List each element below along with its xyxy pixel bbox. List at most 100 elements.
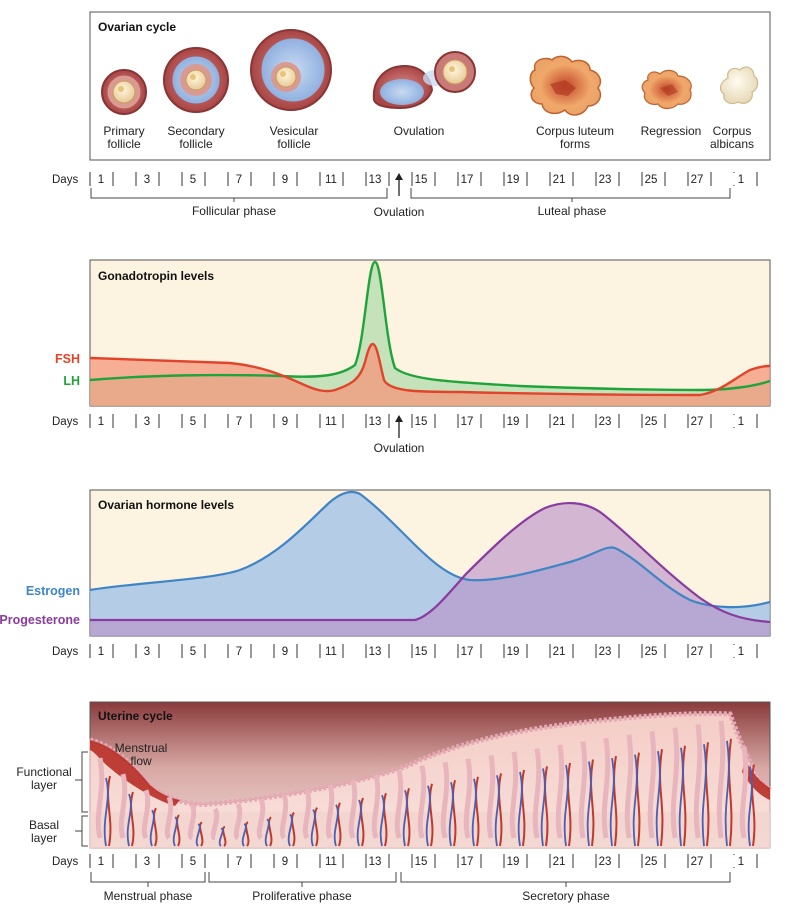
day-tick-label: 25 <box>645 646 658 658</box>
spiral-artery <box>521 769 526 847</box>
day-tick-label: 11 <box>325 856 337 868</box>
day-tick-label: 21 <box>553 174 566 186</box>
menstrual-phase-label: Menstrual phase <box>104 889 193 903</box>
day-tick-label: 3 <box>144 174 150 186</box>
ovarian-phase-brackets: Ovulation Follicular phase Luteal phase <box>90 173 731 219</box>
vein <box>678 747 684 847</box>
spiral-artery <box>406 788 411 847</box>
fsh-area <box>90 344 770 406</box>
vein <box>126 793 132 847</box>
day-tick-label: 23 <box>599 646 612 658</box>
day-tick-label: 13 <box>369 856 382 868</box>
menstrual-flow-l1: Menstrual <box>115 741 168 755</box>
gland <box>417 765 427 839</box>
estrogen-label: Estrogen <box>26 584 80 598</box>
day-tick-label: 7 <box>236 416 242 428</box>
lh-label: LH <box>63 374 80 388</box>
fsh-label: FSH <box>55 352 80 366</box>
gland <box>509 751 519 839</box>
vein <box>586 761 592 847</box>
gland <box>647 730 657 839</box>
stage-primary-l2: follicle <box>107 137 141 151</box>
vein <box>655 751 661 847</box>
gland <box>693 724 703 839</box>
ovulation-arrow-label-1: Ovulation <box>374 205 425 219</box>
day-tick-label: 23 <box>599 856 612 868</box>
gland <box>164 796 174 840</box>
day-tick-label: 13 <box>369 416 382 428</box>
spiral-artery <box>751 764 756 847</box>
day-tick-label: 21 <box>553 416 566 428</box>
spiral-artery <box>728 738 733 847</box>
gland <box>532 748 542 839</box>
fsh-line <box>89 342 771 397</box>
gland <box>578 741 588 839</box>
functional-layer-l1: Functional <box>16 765 71 779</box>
spiral-artery <box>245 821 250 847</box>
gland <box>463 758 473 839</box>
vein <box>241 823 247 847</box>
ovarian-cycle-panel: Ovarian cycle <box>89 11 771 161</box>
days-label: Days <box>52 646 78 658</box>
stage-vesicular-l2: follicle <box>277 137 311 151</box>
basal-layer-l2: layer <box>31 831 57 845</box>
gland <box>601 737 611 839</box>
progesterone-line <box>90 502 771 624</box>
spiral-artery <box>544 766 549 847</box>
spiral-artery <box>613 755 618 847</box>
gonadotropin-panel: Gonadotropin levels <box>89 259 771 407</box>
vein <box>701 744 707 847</box>
ovarian-cycle-title: Ovarian cycle <box>98 20 176 34</box>
day-axis-ovarian: Days 1 3 5 7 9 11 13 15 17 19 21 23 25 27 1 <box>52 172 758 186</box>
day-tick-label: 1 <box>738 856 744 868</box>
day-tick-label: 17 <box>461 856 474 868</box>
day-tick-label: 1 <box>98 646 104 658</box>
ovarian-stage-labels: Primary follicle Secondary follicle Vesi… <box>103 124 754 151</box>
day-tick-label: 21 <box>553 856 566 868</box>
day-tick-label: 11 <box>325 174 337 186</box>
ovulation-illustration <box>372 51 476 110</box>
gland <box>187 803 197 841</box>
spiral-artery <box>636 752 641 847</box>
gland <box>555 744 565 839</box>
day-tick-label: 7 <box>236 646 242 658</box>
days-label: Days <box>52 416 78 428</box>
day-tick-label: 25 <box>645 856 658 868</box>
ovarian-hormone-panel: Ovarian hormone levels <box>89 489 771 637</box>
stage-ovulation: Ovulation <box>394 124 445 138</box>
spiral-artery <box>475 776 480 847</box>
gland <box>256 798 266 840</box>
vein <box>218 828 224 847</box>
corpus-luteum-illustration <box>529 55 602 116</box>
stage-secondary-l1: Secondary <box>167 124 224 138</box>
basal-layer-l1: Basal <box>29 818 59 832</box>
day-tick-label: 5 <box>190 174 196 186</box>
vein <box>310 809 316 847</box>
spiral-artery <box>176 814 181 847</box>
day-tick-label: 17 <box>461 174 474 186</box>
stage-secondary-l2: follicle <box>179 137 213 151</box>
day-tick-label: 9 <box>282 646 288 658</box>
day-tick-label: 5 <box>190 856 196 868</box>
day-tick-label: 27 <box>691 856 704 868</box>
vein <box>563 764 569 847</box>
day-tick-label: 13 <box>369 646 382 658</box>
vesicular-follicle-illustration <box>250 29 332 111</box>
day-tick-label: 9 <box>282 856 288 868</box>
spiral-artery <box>268 816 273 847</box>
ovulation-arrow-2: Ovulation <box>374 415 424 455</box>
gland <box>394 769 404 839</box>
spiral-artery <box>659 749 664 847</box>
gland <box>348 779 358 839</box>
days-label: Days <box>52 174 78 186</box>
day-tick-label: 19 <box>507 416 520 428</box>
regression-illustration <box>641 69 692 110</box>
stage-corpus-luteum-l2: forms <box>560 137 590 151</box>
day-axis-uterine: Days 1 3 5 7 9 11 13 15 17 19 21 23 25 27 1 <box>52 854 758 868</box>
uterine-layer-brackets: Functional layer Basal layer <box>16 751 88 847</box>
spiral-artery <box>291 811 296 847</box>
endometrial-glands <box>95 720 756 847</box>
day-tick-label: 1 <box>98 856 104 868</box>
uterine-phase-brackets: Menstrual phase Proliferative phase Secr… <box>90 872 731 903</box>
vein <box>172 816 178 847</box>
